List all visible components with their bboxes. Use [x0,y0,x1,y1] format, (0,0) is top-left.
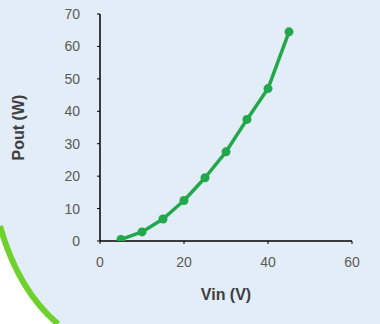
data-point [138,227,147,236]
y-tick [97,111,100,112]
data-point [264,84,273,93]
x-axis [100,240,352,242]
x-tick-label: 20 [176,254,192,270]
x-tick [100,241,101,244]
x-tick [184,241,185,244]
x-tick [268,241,269,244]
data-point [180,196,189,205]
y-tick-label: 70 [64,6,80,22]
y-tick [97,208,100,209]
data-point [201,173,210,182]
y-tick-label: 30 [64,136,80,152]
x-tick-label: 40 [260,254,276,270]
x-tick [352,241,353,244]
data-point [117,235,126,241]
y-tick [97,78,100,79]
y-tick-label: 20 [64,168,80,184]
data-point [159,214,168,223]
decor-fill [0,226,58,324]
y-tick-label: 50 [64,71,80,87]
x-tick-label: 60 [344,254,360,270]
x-axis-label: Vin (V) [201,286,251,303]
y-tick-label: 0 [72,233,80,249]
decor-arc [0,226,58,324]
y-tick-label: 40 [64,103,80,119]
plot-data [117,27,294,241]
y-axis [99,14,101,241]
y-tick-label: 10 [64,201,80,217]
y-tick [97,14,100,15]
series-line [121,32,289,240]
chart-root: 0 10 20 30 40 50 60 70 0 20 40 60 Vin (V) Pout (W) [0,0,380,324]
data-point [243,115,252,124]
y-tick [97,176,100,177]
y-tick-label: 60 [64,38,80,54]
data-point [222,147,231,156]
x-tick-label: 0 [96,254,104,270]
data-point [285,27,294,36]
y-tick [97,46,100,47]
y-axis-label: Pout (W) [10,95,27,161]
y-tick [97,143,100,144]
